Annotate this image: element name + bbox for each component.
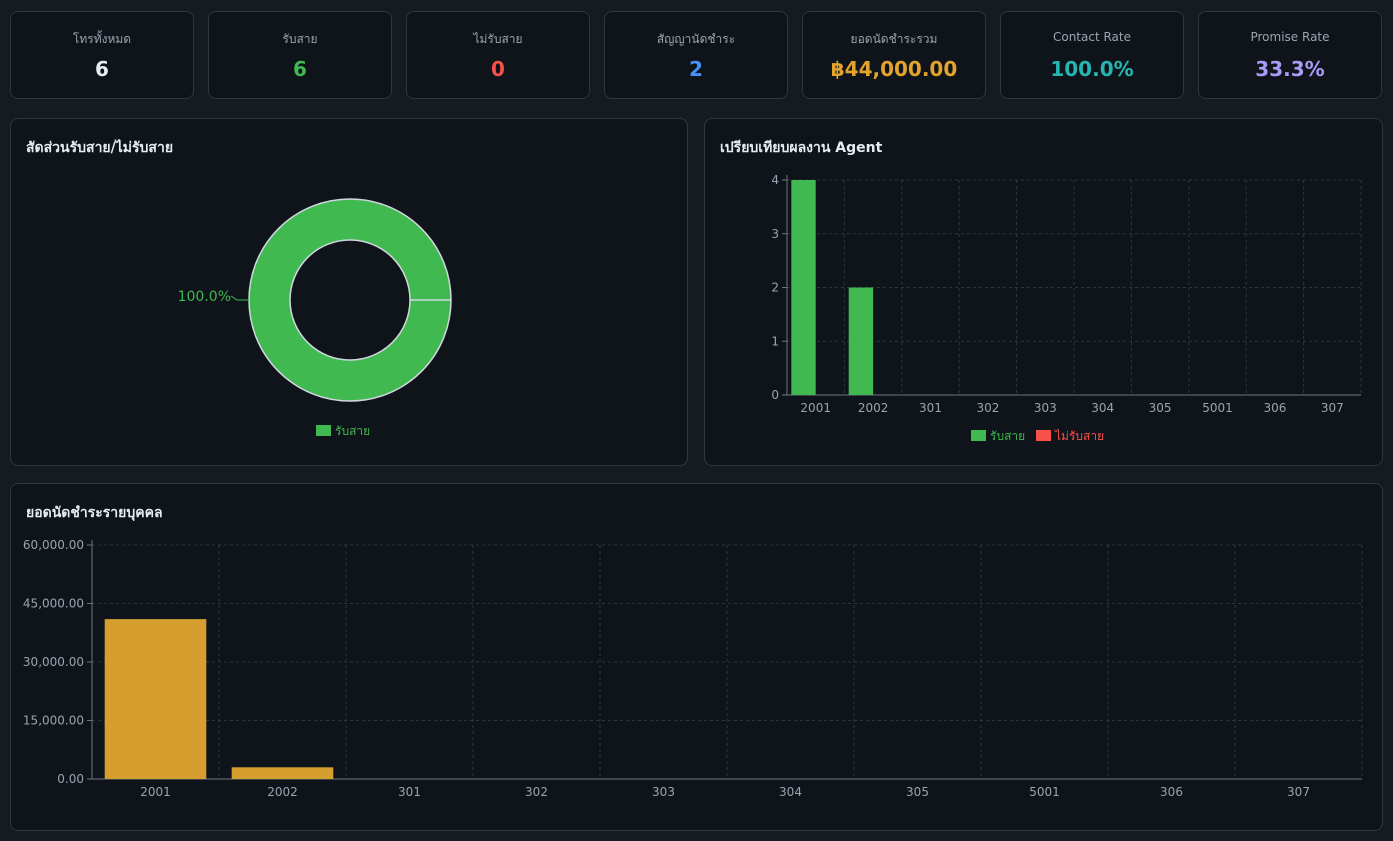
kpi-label: ยอดนัดชำระรวม	[850, 32, 938, 46]
kpi-row: โทรทั้งหมด 6 รับสาย 6 ไม่รับสาย 0 สัญญาน…	[10, 11, 1384, 101]
x-tick-label: 2002	[858, 401, 889, 415]
legend-label-answered: รับสาย	[335, 424, 370, 438]
kpi-label: Contact Rate	[1052, 30, 1132, 44]
x-tick-label: 2001	[800, 401, 831, 415]
bar	[791, 180, 816, 395]
kpi-label: สัญญานัดชำระ	[656, 32, 736, 46]
kpi-label: Promise Rate	[1250, 30, 1330, 44]
kpi-card-promise-amount: ยอดนัดชำระรวม ฿44,000.00	[802, 11, 986, 99]
legend-label-answered: รับสาย	[990, 429, 1025, 443]
kpi-card-answered: รับสาย 6	[208, 11, 392, 99]
y-tick-label: 60,000.00	[23, 538, 84, 552]
x-tick-label: 301	[919, 401, 942, 415]
slice-label: 100.0%	[178, 289, 231, 305]
y-tick-label: 2	[771, 281, 779, 295]
panel-title: เปรียบเทียบผลงาน Agent	[720, 140, 883, 156]
x-tick-label: 307	[1287, 785, 1310, 799]
kpi-value: 33.3%	[1255, 57, 1325, 81]
kpi-value: 100.0%	[1050, 57, 1134, 81]
y-tick-label: 15,000.00	[23, 714, 84, 728]
kpi-card-promises: สัญญานัดชำระ 2	[604, 11, 788, 99]
x-tick-label: 305	[906, 785, 929, 799]
x-tick-label: 301	[398, 785, 421, 799]
x-tick-label: 2002	[267, 785, 298, 799]
promise-bar-chart: 0.00 15,000.00 30,000.00 45,000.00 60,000.00…	[23, 538, 1363, 799]
kpi-value: 0	[491, 57, 505, 81]
panel-title: สัดส่วนรับสาย/ไม่รับสาย	[26, 140, 174, 156]
kpi-label: โทรทั้งหมด	[72, 32, 132, 46]
kpi-label: รับสาย	[282, 32, 318, 46]
x-tick-label: 306	[1160, 785, 1183, 799]
y-tick-label: 4	[771, 173, 779, 187]
agent-compare-panel: เปรียบเทียบผลงาน Agent 0 1 2 3 4 2001 2002 301 3…	[704, 118, 1383, 466]
kpi-value: 6	[293, 57, 307, 81]
x-tick-label: 304	[1091, 401, 1114, 415]
legend-swatch-answered	[316, 425, 331, 436]
bar	[848, 287, 874, 395]
x-tick-label: 304	[779, 785, 802, 799]
kpi-value: 6	[95, 57, 109, 81]
legend-swatch-answered	[971, 430, 986, 441]
agent-bar-chart: 0 1 2 3 4 2001 2002 301 302 303 304 305 5001 306 307 รั…	[771, 173, 1362, 443]
x-tick-label: 5001	[1029, 785, 1060, 799]
kpi-card-contact-rate: Contact Rate 100.0%	[1000, 11, 1184, 99]
slice-label-line	[230, 295, 249, 301]
x-tick-label: 305	[1149, 401, 1172, 415]
promise-amount-panel: ยอดนัดชำระรายบุคคล 0.00 15,000.00 30,000.0…	[10, 483, 1383, 831]
kpi-label: ไม่รับสาย	[473, 32, 523, 46]
legend-swatch-unanswered	[1036, 430, 1051, 441]
y-tick-label: 0	[771, 388, 779, 402]
kpi-value: ฿44,000.00	[830, 57, 958, 81]
x-tick-label: 306	[1263, 401, 1286, 415]
donut-chart: 100.0% รับสาย	[178, 198, 452, 438]
answer-ratio-panel: สัดส่วนรับสาย/ไม่รับสาย 100.0% รับสาย	[10, 118, 688, 466]
kpi-card-total-calls: โทรทั้งหมด 6	[10, 11, 194, 99]
donut-slice	[249, 199, 451, 401]
panel-title: ยอดนัดชำระรายบุคคล	[26, 505, 163, 521]
legend-label-unanswered: ไม่รับสาย	[1054, 429, 1104, 443]
bar	[104, 619, 207, 779]
x-tick-label: 303	[1034, 401, 1057, 415]
kpi-value: 2	[689, 57, 703, 81]
y-tick-label: 45,000.00	[23, 597, 84, 611]
x-tick-label: 5001	[1202, 401, 1233, 415]
y-tick-label: 3	[771, 227, 779, 241]
kpi-card-promise-rate: Promise Rate 33.3%	[1198, 11, 1382, 99]
x-tick-label: 2001	[140, 785, 171, 799]
y-tick-label: 1	[771, 334, 779, 348]
x-tick-label: 302	[976, 401, 999, 415]
x-tick-label: 303	[652, 785, 675, 799]
x-tick-label: 302	[525, 785, 548, 799]
x-tick-label: 307	[1321, 401, 1344, 415]
y-tick-label: 30,000.00	[23, 655, 84, 669]
kpi-card-unanswered: ไม่รับสาย 0	[406, 11, 590, 99]
y-tick-label: 0.00	[57, 772, 84, 786]
bar	[231, 767, 334, 779]
donut-inner-border	[289, 239, 411, 361]
